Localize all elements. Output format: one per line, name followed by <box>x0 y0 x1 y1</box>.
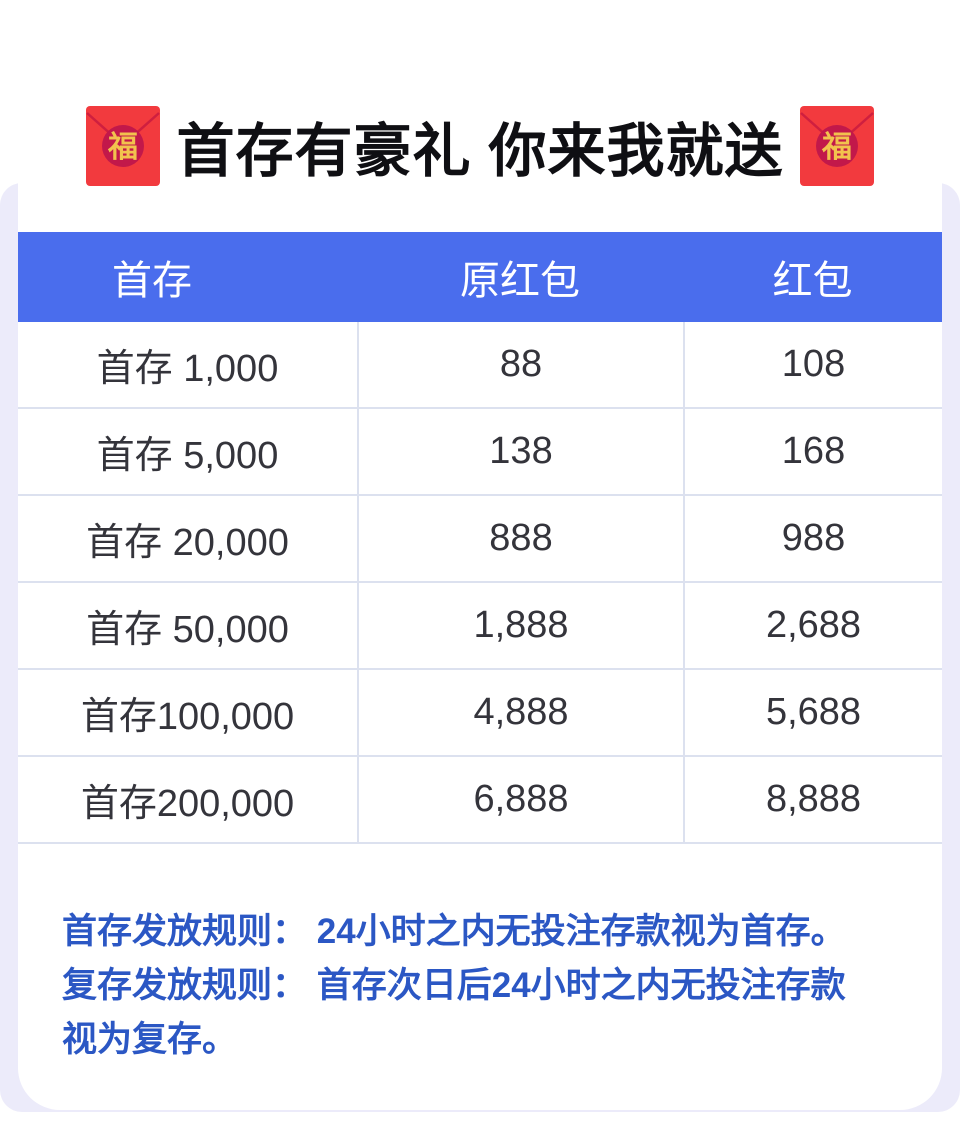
table-row: 首存 1,000 88 108 <box>18 322 942 409</box>
rule-line: 首存发放规则： 24小时之内无投注存款视为首存。 <box>62 912 846 951</box>
table-row: 首存200,000 6,888 8,888 <box>18 757 942 844</box>
title-row: 福 首存有豪礼 你来我就送 福 <box>18 104 942 188</box>
bonus-cell: 8,888 <box>683 757 942 842</box>
table-row: 首存 20,000 888 988 <box>18 496 942 583</box>
original-bonus-cell: 1,888 <box>357 583 683 668</box>
deposit-cell: 首存 5,000 <box>96 435 279 477</box>
original-bonus-cell: 888 <box>357 496 683 581</box>
deposit-cell: 首存100,000 <box>80 696 295 738</box>
column-header-deposit: 首存 <box>112 259 192 303</box>
column-header-original-bonus: 原红包 <box>460 259 580 303</box>
table-header-row: 首存 原红包 红包 <box>18 232 942 322</box>
bonus-cell: 2,688 <box>683 583 942 668</box>
bonus-cell: 988 <box>683 496 942 581</box>
table-row: 首存100,000 4,888 5,688 <box>18 670 942 757</box>
original-bonus-cell: 6,888 <box>357 757 683 842</box>
bonus-cell: 168 <box>683 409 942 494</box>
rules-text: 首存发放规则： 24小时之内无投注存款视为首存。 复存发放规则： 首存次日后24… <box>62 905 902 1067</box>
promo-card: 福 首存有豪礼 你来我就送 福 首存 原红包 红包 首存 1,000 88 10… <box>18 62 942 1110</box>
deposit-cell: 首存200,000 <box>80 783 295 825</box>
red-envelope-icon: 福 <box>799 106 874 186</box>
rule-line: 复存发放规则： 首存次日后24小时之内无投注存款 <box>62 966 846 1005</box>
table-row: 首存 50,000 1,888 2,688 <box>18 583 942 670</box>
bonus-table: 首存 原红包 红包 首存 1,000 88 108 首存 5,000 138 1… <box>18 232 942 844</box>
table-row: 首存 5,000 138 168 <box>18 409 942 496</box>
bonus-cell: 108 <box>683 322 942 407</box>
red-envelope-icon: 福 <box>86 106 161 186</box>
fortune-character: 福 <box>107 131 138 164</box>
deposit-cell: 首存 1,000 <box>96 348 279 390</box>
fortune-character: 福 <box>821 131 852 164</box>
original-bonus-cell: 138 <box>357 409 683 494</box>
page-title: 首存有豪礼 你来我就送 <box>176 119 784 184</box>
rule-line: 视为复存。 <box>62 1020 238 1059</box>
bonus-cell: 5,688 <box>683 670 942 755</box>
deposit-cell: 首存 50,000 <box>86 609 289 651</box>
original-bonus-cell: 4,888 <box>357 670 683 755</box>
deposit-cell: 首存 20,000 <box>86 522 289 564</box>
column-header-bonus: 红包 <box>772 259 853 303</box>
original-bonus-cell: 88 <box>357 322 683 407</box>
